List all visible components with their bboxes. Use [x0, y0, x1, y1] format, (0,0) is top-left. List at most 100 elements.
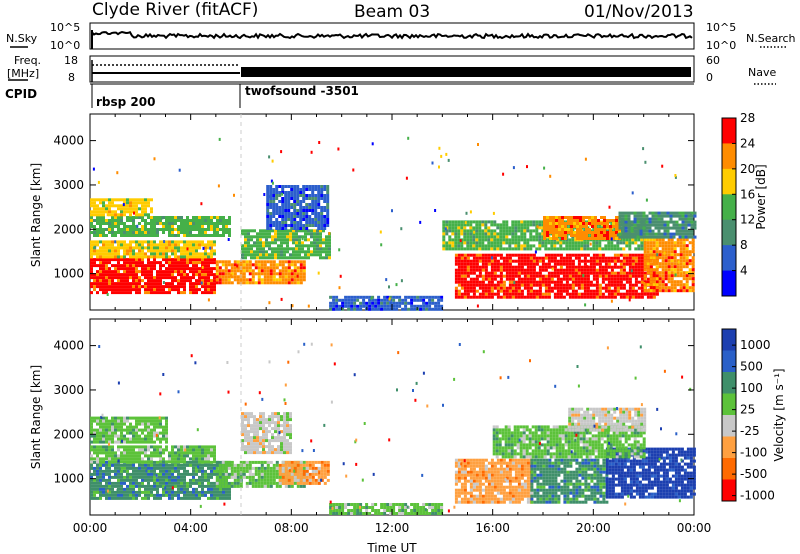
- power-cell: [277, 247, 280, 251]
- power-cell: [649, 280, 653, 284]
- power-cell: [475, 253, 479, 257]
- power-cell: [215, 263, 219, 267]
- power-cell: [579, 225, 582, 228]
- power-cell: [147, 264, 150, 268]
- power-cell: [585, 222, 588, 225]
- power-cell: [93, 279, 96, 283]
- power-cell: [472, 289, 476, 293]
- velocity-cell: [123, 478, 126, 482]
- power-cell: [186, 252, 189, 256]
- power-sparse-cell: [407, 136, 410, 140]
- power-cell: [99, 270, 102, 274]
- power-cell: [604, 265, 608, 269]
- power-cell: [651, 214, 655, 218]
- power-cell: [448, 223, 452, 227]
- power-cell: [108, 228, 111, 231]
- power-cell: [652, 238, 656, 242]
- power-cell: [350, 307, 354, 311]
- velocity-cell: [141, 475, 144, 479]
- power-cell: [213, 288, 216, 292]
- power-cell: [627, 223, 631, 227]
- power-cell: [123, 261, 126, 265]
- power-colorbar-tick-label: 28: [740, 111, 755, 125]
- power-cell: [496, 235, 500, 239]
- power-cell: [147, 240, 150, 244]
- velocity-cell: [189, 490, 192, 494]
- velocity-cell: [102, 493, 105, 497]
- power-cell: [186, 249, 189, 253]
- velocity-cell: [165, 484, 168, 488]
- power-cell: [228, 219, 231, 222]
- power-cell: [141, 273, 144, 277]
- power-cell: [520, 229, 524, 233]
- power-cell: [419, 307, 423, 311]
- power-cell: [663, 214, 667, 218]
- power-cell: [660, 220, 664, 224]
- power-cell: [673, 256, 677, 260]
- power-cell: [123, 273, 126, 277]
- velocity-cell: [114, 454, 117, 458]
- power-cell: [679, 268, 683, 272]
- power-cell: [265, 241, 268, 245]
- power-cell: [583, 289, 587, 293]
- power-cell: [691, 247, 695, 251]
- power-ytick-label: 3000: [53, 178, 84, 192]
- power-cell: [555, 228, 558, 231]
- power-cell: [625, 262, 629, 266]
- power-cell: [286, 235, 289, 239]
- power-cell: [535, 220, 539, 224]
- power-cell: [511, 223, 515, 227]
- velocity-cell: [159, 475, 162, 479]
- power-cell: [469, 280, 473, 284]
- power-cell: [574, 274, 578, 278]
- power-cell: [688, 289, 692, 293]
- power-cell: [586, 289, 590, 293]
- power-cell: [207, 243, 210, 247]
- power-cell: [508, 247, 512, 251]
- power-cell: [183, 282, 186, 286]
- power-cell: [302, 272, 306, 276]
- power-cell: [586, 259, 590, 263]
- power-cell: [159, 270, 162, 274]
- power-cell: [144, 285, 147, 289]
- power-cell: [120, 207, 123, 211]
- power-cell: [595, 280, 599, 284]
- power-cell: [183, 270, 186, 274]
- power-cell: [102, 288, 105, 292]
- power-cell: [649, 259, 653, 263]
- power-cell: [293, 269, 297, 273]
- velocity-cell: [105, 451, 108, 455]
- power-cell: [604, 268, 608, 272]
- power-cell: [586, 220, 590, 224]
- power-cell: [565, 220, 569, 224]
- power-cell: [144, 198, 147, 202]
- power-cell: [108, 267, 111, 271]
- power-cell: [135, 201, 138, 205]
- power-cell: [627, 211, 631, 215]
- power-cell: [198, 240, 201, 244]
- power-cell: [612, 222, 615, 225]
- velocity-cell: [111, 469, 114, 473]
- power-cell: [502, 283, 506, 287]
- power-cell: [108, 204, 111, 208]
- power-cell: [535, 280, 539, 284]
- power-cell: [90, 267, 93, 271]
- power-sparse-cell: [628, 298, 631, 302]
- power-cell: [643, 247, 647, 251]
- power-cell: [290, 272, 294, 276]
- power-cell: [114, 285, 117, 289]
- power-cell: [271, 250, 274, 254]
- power-cell: [493, 268, 497, 272]
- power-cell: [256, 253, 259, 257]
- power-cell: [520, 253, 524, 257]
- velocity-cell: [162, 481, 165, 485]
- power-cell: [517, 256, 521, 260]
- power-cell: [484, 289, 488, 293]
- power-cell: [195, 252, 198, 256]
- power-cell: [117, 222, 120, 225]
- power-cell: [210, 243, 213, 247]
- velocity-cell: [129, 454, 132, 458]
- power-cell: [135, 261, 138, 265]
- power-sparse-cell: [209, 246, 212, 250]
- power-cell: [478, 247, 482, 251]
